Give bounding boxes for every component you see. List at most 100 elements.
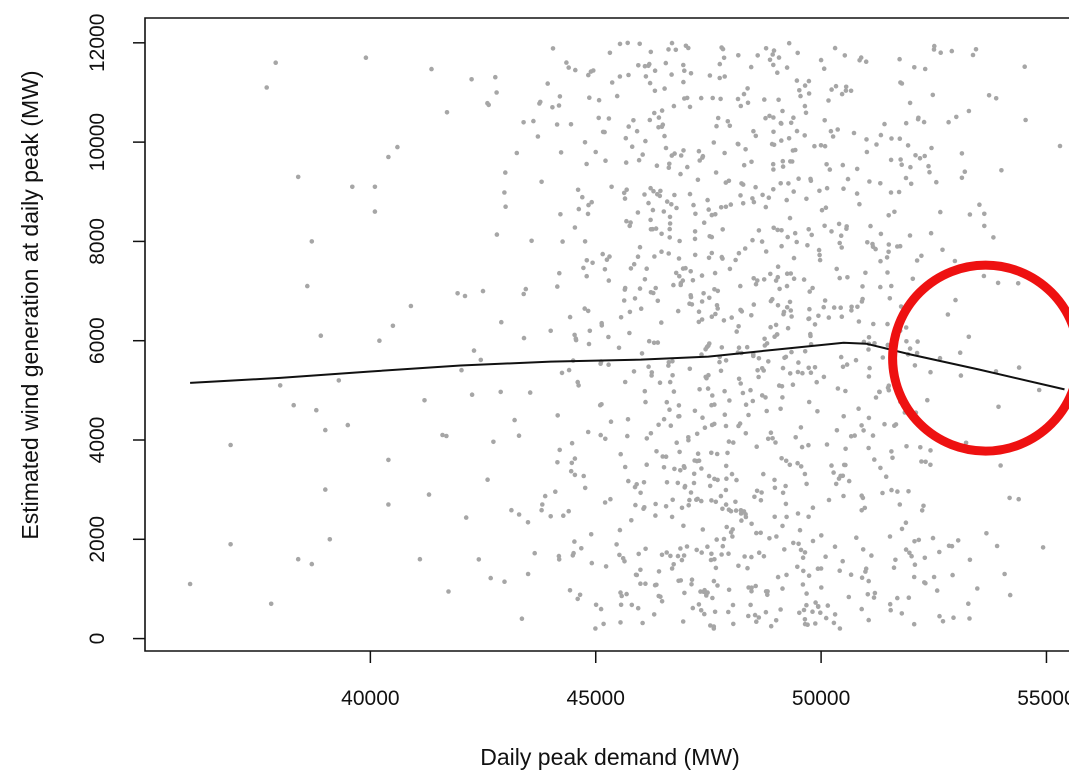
scatter-point [810,505,816,511]
scatter-point [851,130,857,136]
scatter-point [700,527,706,532]
scatter-point [698,95,704,101]
scatter-point [809,232,814,238]
scatter-point [928,230,934,236]
scatter-point [921,119,927,125]
scatter-point [808,178,814,184]
scatter-point [838,354,844,360]
scatter-point [812,365,818,370]
scatter-point [576,383,581,388]
scatter-point [701,291,706,296]
scatter-point [844,226,849,231]
plot-frame [144,17,1069,652]
scatter-point [655,340,661,345]
scatter-point [818,57,824,63]
scatter-point [897,56,902,62]
scatter-point [813,600,818,605]
scatter-point [741,162,747,168]
scatter-point [778,181,783,186]
scatter-point [801,568,806,574]
scatter-point [776,55,782,60]
scatter-point [701,220,707,225]
scatter-point [683,265,688,271]
scatter-point [877,389,882,395]
scatter-point [736,376,742,382]
scatter-point [550,105,555,110]
scatter-point [912,65,917,70]
scatter-point [922,153,927,159]
scatter-point [736,345,742,351]
scatter-point [603,158,608,163]
scatter-point [963,440,969,446]
scatter-point [599,402,604,407]
scatter-point [640,152,645,157]
scatter-point [638,567,643,573]
scatter-point [765,589,770,594]
scatter-point [1022,64,1027,69]
scatter-point [940,247,945,253]
scatter-point [711,578,717,584]
scatter-point [991,235,996,240]
scatter-point [937,549,942,555]
scatter-point [600,251,605,257]
scatter-point [783,483,788,489]
scatter-point [720,227,725,232]
scatter-point [691,471,697,477]
scatter-point [736,53,741,58]
scatter-point [736,563,741,569]
scatter-point [629,144,635,149]
scatter-point [775,574,781,580]
scatter-point [480,288,486,294]
scatter-point [422,398,427,403]
scatter-point [911,574,917,580]
scatter-point [715,477,720,483]
scatter-point [835,386,841,391]
scatter-point [582,239,588,244]
scatter-point [692,229,698,234]
scatter-point [268,601,274,607]
scatter-point [798,547,804,553]
scatter-point [643,581,648,586]
scatter-point [558,212,563,217]
scatter-point [808,333,813,339]
scatter-point [390,323,396,329]
scatter-point [934,588,940,593]
y-tick-label: 10000 [86,113,109,171]
scatter-point [566,65,571,70]
scatter-point [502,579,507,584]
scatter-point [826,497,832,503]
scatter-point [953,297,958,303]
scatter-point [713,499,719,505]
scatter-point [682,465,687,471]
scatter-point [561,513,566,518]
scatter-point [887,534,893,539]
scatter-point [585,211,591,217]
scatter-point [748,64,754,70]
scatter-point [444,433,449,439]
scatter-point [644,462,649,468]
scatter-point [839,245,844,250]
scatter-point [651,340,657,346]
scatter-point [749,589,754,594]
scatter-point [521,120,526,125]
scatter-point [618,315,624,320]
scatter-point [187,581,193,587]
scatter-point [885,321,890,327]
scatter-point [982,211,987,217]
scatter-point [919,508,925,513]
scatter-point [802,83,808,88]
scatter-point [599,323,605,328]
scatter-point [616,345,622,351]
scatter-point [878,132,884,138]
scatter-point [799,444,805,450]
scatter-point [758,498,764,503]
scatter-point [1016,496,1021,502]
scatter-point [663,145,669,151]
scatter-point [973,47,979,52]
scatter-point [625,417,631,422]
scatter-point [1015,281,1021,286]
scatter-point [866,374,872,379]
scatter-point [564,60,569,65]
scatter-point [666,47,671,52]
scatter-point [746,613,751,619]
